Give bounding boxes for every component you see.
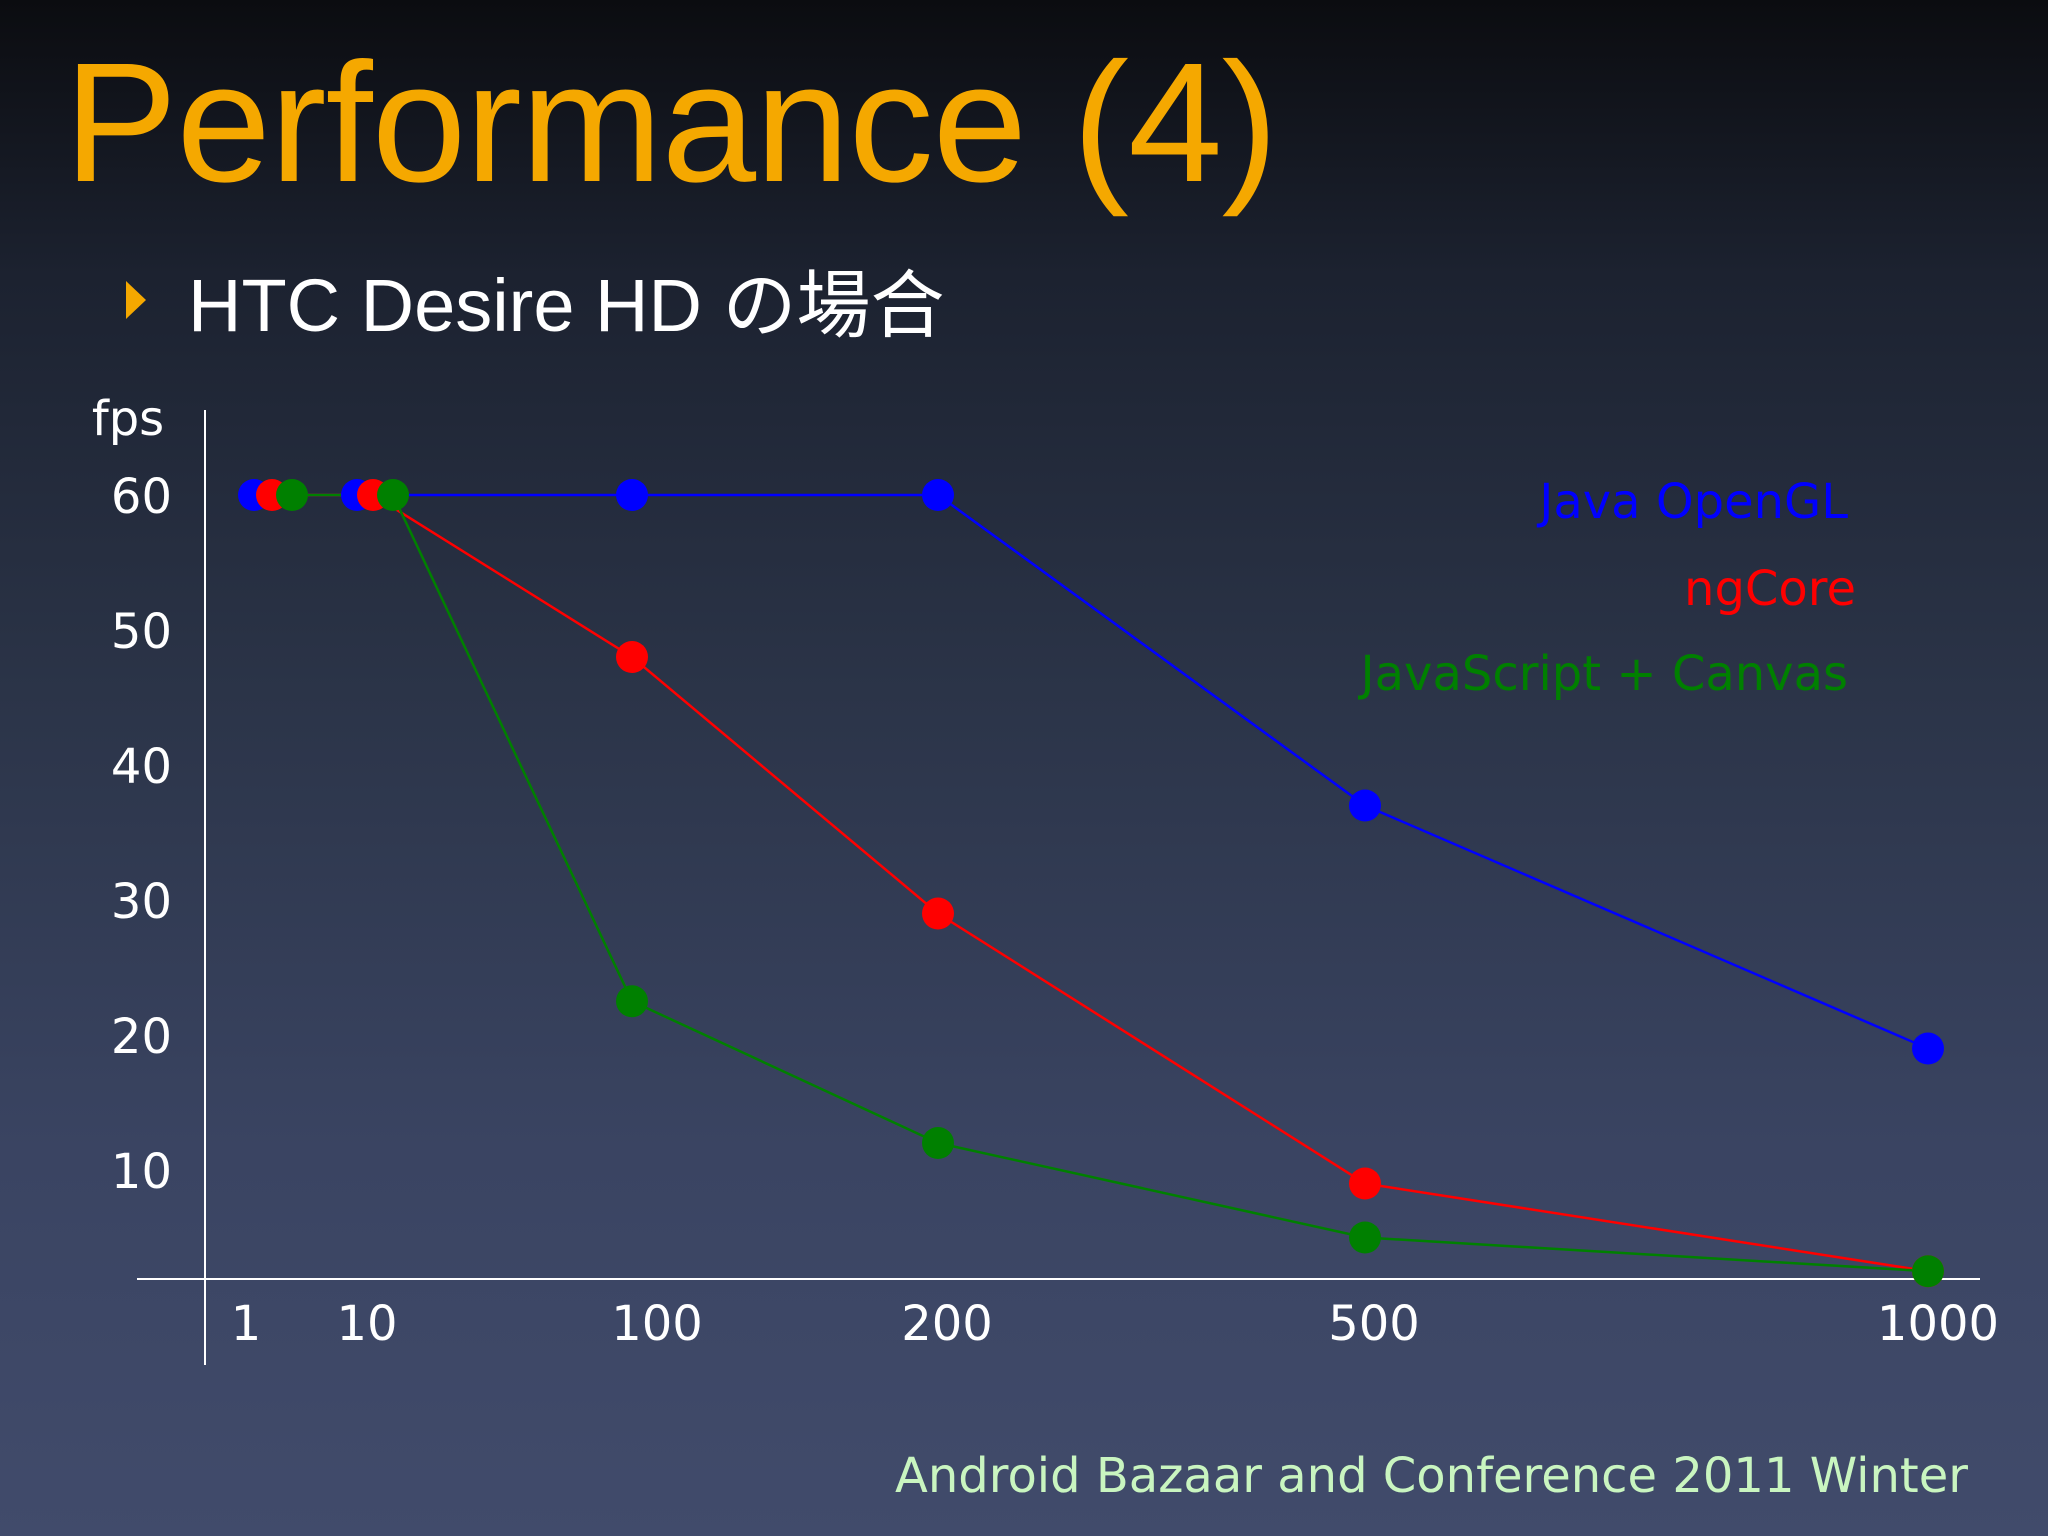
bullet-text: HTC Desire HD の場合	[188, 264, 945, 347]
bullet-triangle-icon	[126, 280, 146, 319]
y-tick-label: 50	[111, 604, 172, 660]
legend-entry: ngCore	[1684, 561, 1856, 617]
data-point	[616, 641, 648, 673]
data-point	[1349, 789, 1381, 822]
data-point	[1349, 1167, 1381, 1200]
y-tick-label: 20	[111, 1009, 172, 1065]
series-line	[292, 493, 1929, 1273]
y-tick-label: 60	[111, 469, 172, 525]
slide-title: Performance (4)	[64, 28, 1278, 218]
series-points	[238, 479, 1944, 1288]
data-point	[922, 1127, 954, 1159]
y-tick-label: 10	[111, 1144, 172, 1200]
x-tick-label: 200	[901, 1296, 993, 1352]
y-tick-label: 40	[111, 739, 172, 795]
y-tick-labels: 10 20 30 40 50 60	[111, 469, 172, 1200]
data-point	[616, 985, 648, 1018]
data-point	[377, 479, 409, 511]
data-point	[1912, 1032, 1944, 1065]
data-point	[1349, 1221, 1381, 1254]
data-point	[276, 479, 308, 511]
x-tick-label: 10	[336, 1296, 397, 1352]
x-tick-labels: 1 10 100 200 500 1000	[231, 1296, 1999, 1352]
chart-legend: Java OpenGL ngCore JavaScript + Canvas	[1357, 474, 1856, 702]
x-tick-label: 100	[611, 1296, 703, 1352]
legend-entry: JavaScript + Canvas	[1357, 646, 1848, 702]
x-tick-label: 500	[1328, 1296, 1420, 1352]
data-point	[1912, 1255, 1944, 1288]
x-tick-label: 1000	[1877, 1296, 1999, 1352]
data-point	[922, 479, 954, 511]
bullet-item: HTC Desire HD の場合	[126, 246, 944, 353]
footer-text: Android Bazaar and Conference 2011 Winte…	[895, 1448, 1968, 1504]
x-tick-label: 1	[231, 1296, 262, 1352]
y-axis-label: fps	[92, 391, 164, 447]
series-lines	[254, 493, 1929, 1273]
y-tick-label: 30	[111, 874, 172, 930]
data-point	[922, 897, 954, 930]
data-point	[616, 479, 648, 511]
chart-axes: fps	[92, 391, 1980, 1365]
legend-entry: Java OpenGL	[1536, 474, 1848, 530]
